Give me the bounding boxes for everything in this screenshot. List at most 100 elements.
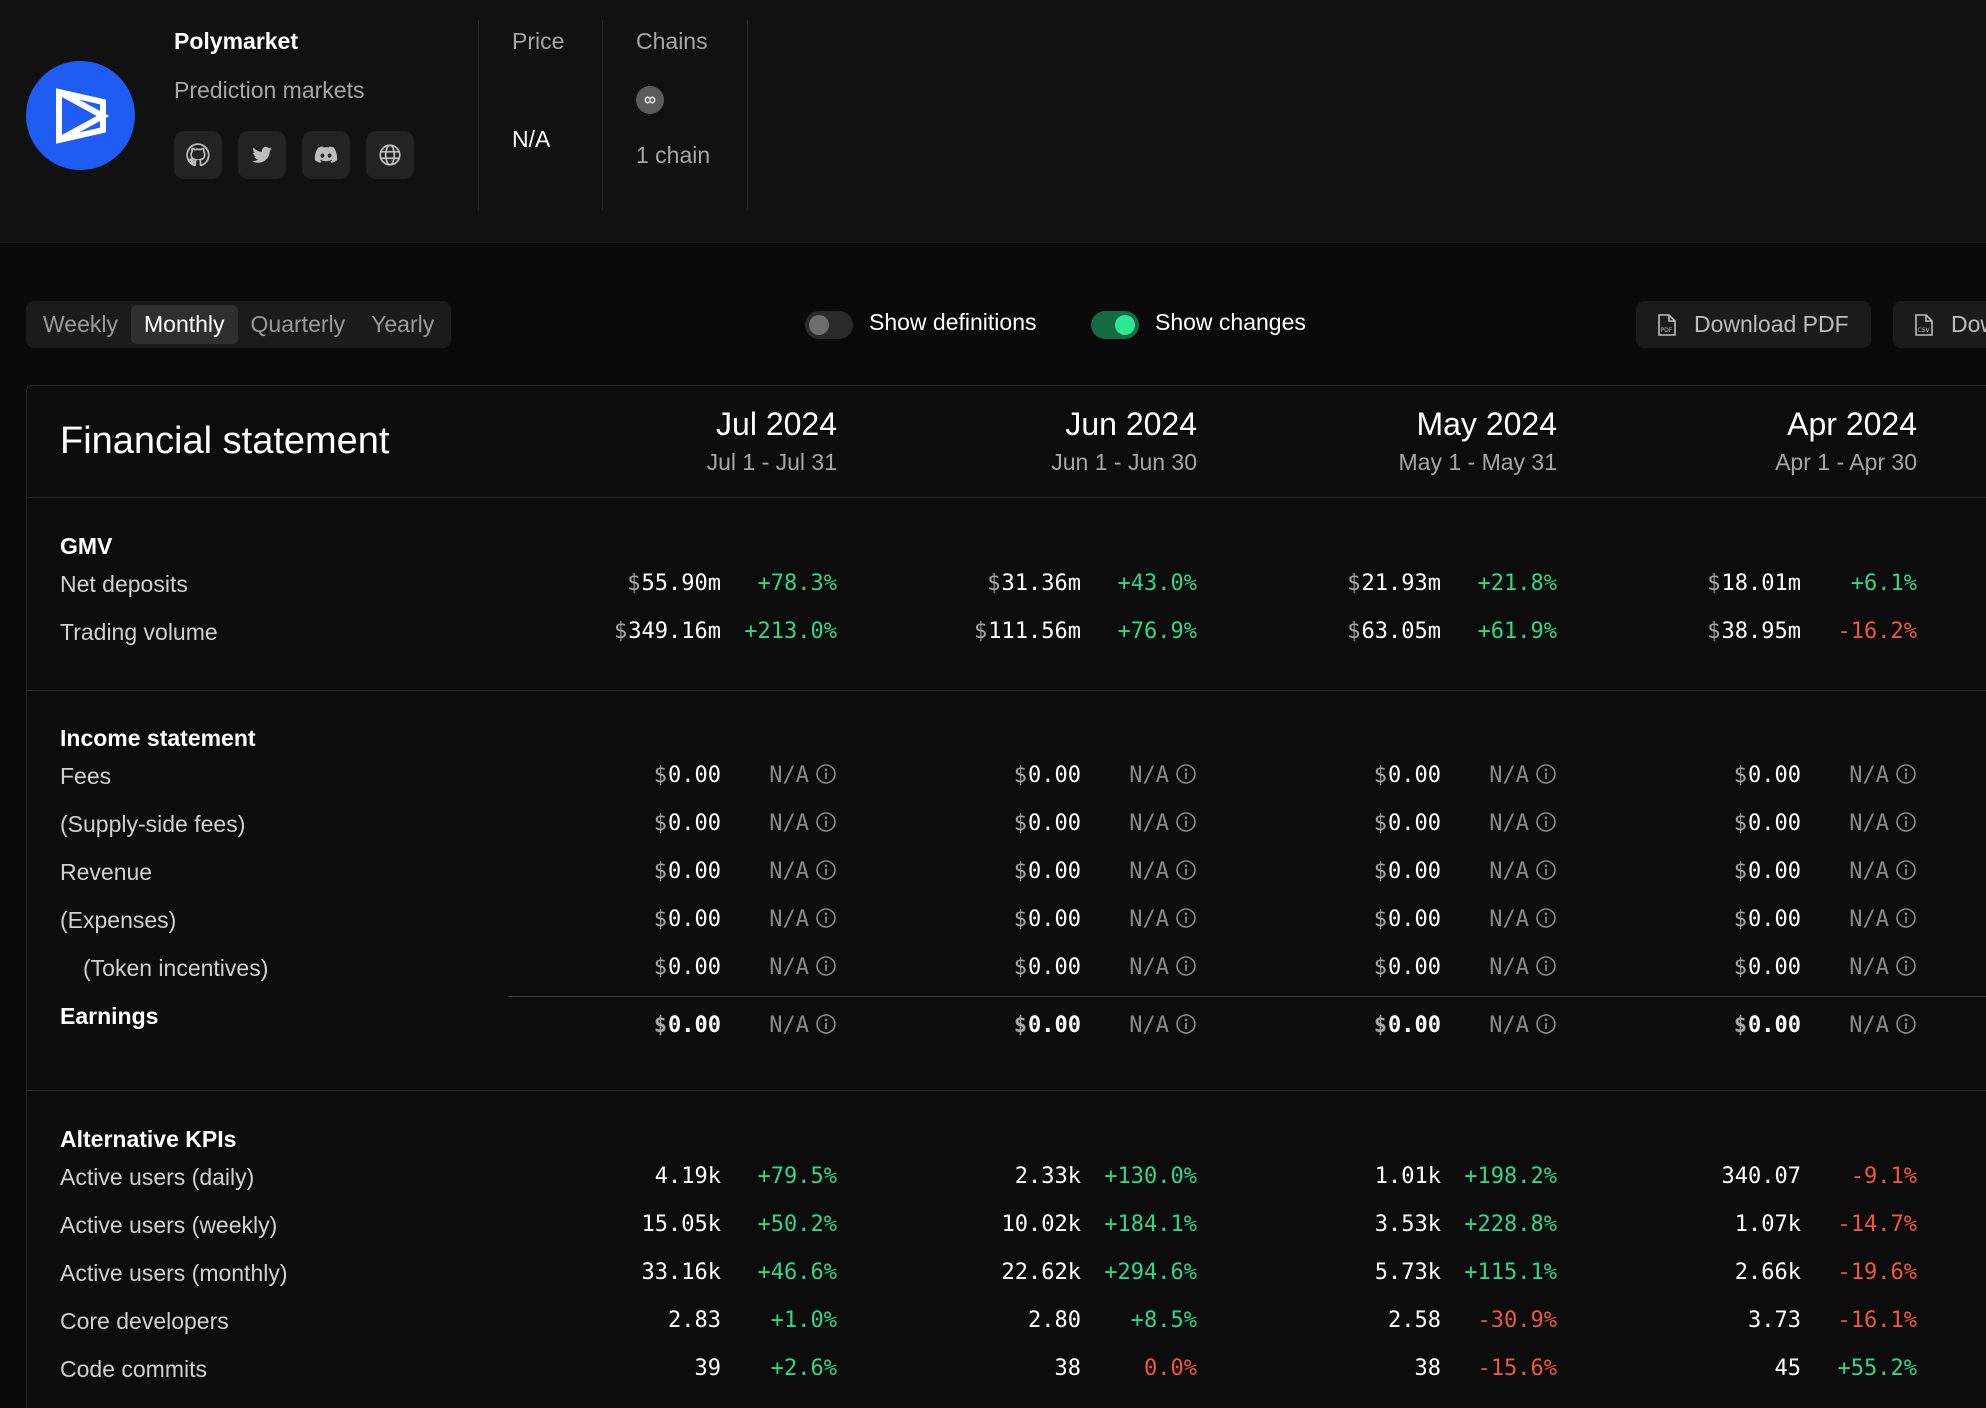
show-definitions-toggle[interactable] bbox=[805, 311, 853, 339]
change-text: N/A bbox=[1489, 811, 1529, 836]
currency-symbol: $ bbox=[1373, 907, 1388, 932]
cell-change: +184.1% bbox=[1057, 1212, 1197, 1237]
header-divider bbox=[747, 20, 748, 210]
info-icon[interactable] bbox=[1895, 859, 1917, 881]
change-text: N/A bbox=[1129, 763, 1169, 788]
cell-number: 0.00 bbox=[668, 811, 721, 836]
cell-change: N/A bbox=[1777, 811, 1917, 836]
info-icon[interactable] bbox=[1175, 811, 1197, 833]
info-icon[interactable] bbox=[1175, 859, 1197, 881]
discord-icon bbox=[314, 146, 338, 163]
cell-change: N/A bbox=[697, 859, 837, 884]
info-icon[interactable] bbox=[815, 1013, 837, 1035]
cell-number: 18.01m bbox=[1721, 571, 1801, 596]
change-text: +43.0% bbox=[1117, 571, 1197, 596]
price-label: Price bbox=[512, 28, 565, 54]
cell-value: $0.00 bbox=[921, 811, 1081, 836]
show-changes-toggle[interactable] bbox=[1091, 311, 1139, 339]
change-text: N/A bbox=[1489, 907, 1529, 932]
discord-link[interactable] bbox=[302, 131, 350, 179]
cell-value: $0.00 bbox=[1281, 763, 1441, 788]
website-link[interactable] bbox=[366, 131, 414, 179]
row-label: Fees bbox=[60, 763, 112, 789]
change-text: N/A bbox=[1129, 811, 1169, 836]
cell-change: N/A bbox=[1777, 1013, 1917, 1038]
cell-number: 10.02k bbox=[1001, 1212, 1081, 1237]
cell-value: $0.00 bbox=[921, 859, 1081, 884]
cell-value: $0.00 bbox=[1641, 955, 1801, 980]
info-icon[interactable] bbox=[815, 763, 837, 785]
change-text: N/A bbox=[1849, 955, 1889, 980]
download-pdf-button[interactable]: PDF Download PDF bbox=[1636, 301, 1871, 348]
change-text: -14.7% bbox=[1837, 1212, 1917, 1237]
info-icon[interactable] bbox=[1895, 907, 1917, 929]
info-icon[interactable] bbox=[1895, 955, 1917, 977]
cell-change: +213.0% bbox=[697, 619, 837, 644]
info-icon[interactable] bbox=[1895, 811, 1917, 833]
cell-change: N/A bbox=[1777, 955, 1917, 980]
currency-symbol: $ bbox=[1733, 763, 1748, 788]
info-icon[interactable] bbox=[1535, 1013, 1557, 1035]
period-weekly[interactable]: Weekly bbox=[43, 311, 118, 337]
cell-change: +130.0% bbox=[1057, 1164, 1197, 1189]
change-text: N/A bbox=[1129, 1013, 1169, 1038]
social-links bbox=[174, 131, 414, 179]
cell-value: $111.56m bbox=[921, 619, 1081, 644]
cell-value: $349.16m bbox=[561, 619, 721, 644]
cell-change: N/A bbox=[1777, 859, 1917, 884]
info-icon[interactable] bbox=[1535, 955, 1557, 977]
row-label: Trading volume bbox=[60, 619, 218, 645]
period-yearly[interactable]: Yearly bbox=[371, 311, 435, 337]
github-link[interactable] bbox=[174, 131, 222, 179]
chains-label: Chains bbox=[636, 28, 708, 54]
cell-number: 21.93m bbox=[1361, 571, 1441, 596]
change-text: -9.1% bbox=[1850, 1164, 1917, 1189]
cell-value: $0.00 bbox=[921, 907, 1081, 932]
pdf-file-icon: PDF bbox=[1658, 313, 1676, 336]
cell-value: 38 bbox=[1281, 1356, 1442, 1381]
currency-symbol: $ bbox=[1373, 763, 1388, 788]
currency-symbol: $ bbox=[1013, 907, 1028, 932]
info-icon[interactable] bbox=[1175, 763, 1197, 785]
info-icon[interactable] bbox=[815, 907, 837, 929]
row-label: Active users (monthly) bbox=[60, 1260, 288, 1286]
download-csv-button[interactable]: CSV Dow bbox=[1893, 301, 1986, 348]
info-icon[interactable] bbox=[815, 955, 837, 977]
change-text: N/A bbox=[769, 859, 809, 884]
cell-change: N/A bbox=[1777, 763, 1917, 788]
period-monthly[interactable]: Monthly bbox=[131, 305, 238, 344]
cell-change: N/A bbox=[697, 1013, 837, 1038]
change-text: +198.2% bbox=[1464, 1164, 1557, 1189]
info-icon[interactable] bbox=[1535, 859, 1557, 881]
change-text: N/A bbox=[769, 1013, 809, 1038]
cell-number: 0.00 bbox=[668, 1013, 721, 1038]
show-definitions-label: Show definitions bbox=[869, 309, 1037, 335]
info-icon[interactable] bbox=[1535, 907, 1557, 929]
change-text: +1.0% bbox=[770, 1308, 837, 1333]
period-quarterly[interactable]: Quarterly bbox=[250, 311, 346, 337]
info-icon[interactable] bbox=[815, 859, 837, 881]
cell-change: N/A bbox=[1777, 907, 1917, 932]
info-icon[interactable] bbox=[1535, 763, 1557, 785]
cell-change: +1.0% bbox=[697, 1308, 837, 1333]
section-divider bbox=[27, 690, 1986, 691]
info-icon[interactable] bbox=[1895, 1013, 1917, 1035]
cell-number: 38.95m bbox=[1721, 619, 1801, 644]
section-title: Alternative KPIs bbox=[60, 1126, 237, 1152]
chain-icon[interactable] bbox=[636, 86, 664, 114]
currency-symbol: $ bbox=[1347, 619, 1361, 644]
info-icon[interactable] bbox=[1175, 1013, 1197, 1035]
info-icon[interactable] bbox=[1175, 955, 1197, 977]
cell-value: $0.00 bbox=[1281, 907, 1441, 932]
cell-value: 22.62k bbox=[921, 1260, 1081, 1285]
cell-number: 0.00 bbox=[1388, 763, 1441, 788]
info-icon[interactable] bbox=[1175, 907, 1197, 929]
info-icon[interactable] bbox=[815, 811, 837, 833]
info-icon[interactable] bbox=[1535, 811, 1557, 833]
cell-change: N/A bbox=[1417, 859, 1557, 884]
twitter-link[interactable] bbox=[238, 131, 286, 179]
cell-change: +46.6% bbox=[697, 1260, 837, 1285]
cell-change: +43.0% bbox=[1057, 571, 1197, 596]
currency-symbol: $ bbox=[987, 571, 1001, 596]
info-icon[interactable] bbox=[1895, 763, 1917, 785]
